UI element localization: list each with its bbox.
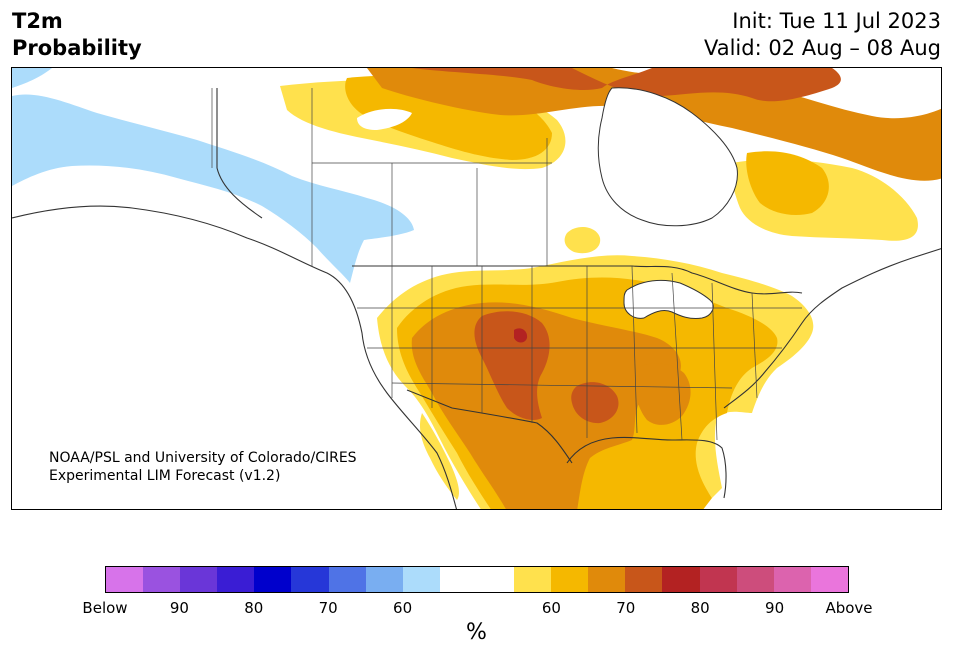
valid-date: Valid: 02 Aug – 08 Aug [703,36,941,60]
colorbar-tick-label: 90 [169,599,189,617]
colorbar-cell [143,567,181,592]
colorbar-cell [625,567,663,592]
above-normal-65-quebec [746,151,829,215]
colorbar-cell [328,567,366,592]
probability-colorbar [105,566,849,593]
colorbar-cell [551,567,589,592]
colorbar-tick-label: Below [82,599,128,617]
above-normal-70-southeast [635,363,691,425]
colorbar-tick-label: 80 [690,599,710,617]
title-line-2: Probability [12,36,142,60]
colorbar-tick-label: 60 [541,599,561,617]
init-date: Init: Tue 11 Jul 2023 [732,9,941,33]
colorbar-cell [736,567,774,592]
hudson-bay [597,87,738,227]
credit-text: NOAA/PSL and University of Colorado/CIRE… [49,449,357,485]
colorbar-tick-label: 70 [318,599,338,617]
colorbar-cell [180,567,218,592]
great-lakes [623,279,714,319]
alaska-border [216,88,263,219]
colorbar-cell [365,567,403,592]
above-normal-60-dakota-spot [564,226,601,254]
colorbar-cell [254,567,292,592]
colorbar-cell [588,567,626,592]
atlantic-coast [723,248,941,409]
colorbar-cell [106,567,144,592]
credit-line-1: NOAA/PSL and University of Colorado/CIRE… [49,450,357,466]
colorbar-cell [217,567,255,592]
map-title: T2m Probability [12,8,142,62]
above-normal-70-conus [411,302,681,509]
colorbar-tick-label: 70 [616,599,636,617]
gulf-coast [566,436,727,499]
colorbar-tick-label: 90 [765,599,785,617]
arctic-inlet [357,108,412,130]
above-normal-75-texas [571,382,619,424]
colorbar-cell [402,567,440,592]
colorbar-cell [476,567,515,592]
above-normal-75-rockies [474,311,550,420]
us-canada-border [352,265,803,295]
below-normal-region-arctic [12,68,52,88]
colorbar-tick-label: Above [825,599,873,617]
below-normal-region-alaska [12,94,414,283]
map-canvas [12,68,941,509]
state-borders [211,88,802,441]
colorbar-cell [514,567,552,592]
colorbar-tick-label: 60 [393,599,413,617]
above-normal-60-baja [419,413,460,500]
above-normal-75-arctic [412,68,841,102]
colorbar-tick-label: 80 [244,599,264,617]
forecast-dates: Init: Tue 11 Jul 2023 Valid: 02 Aug – 08… [704,8,941,62]
colorbar-cell [810,567,848,592]
colorbar-tick-labels: Below 90 80 70 60 60 70 80 90 Above [82,599,872,619]
colorbar-cell [773,567,811,592]
forecast-map: NOAA/PSL and University of Colorado/CIRE… [11,67,942,510]
credit-line-2: Experimental LIM Forecast (v1.2) [49,468,281,484]
colorbar-cell [291,567,329,592]
colorbar-cell [439,567,477,592]
above-normal-80-colorado [514,328,528,343]
us-mexico-border [406,389,573,464]
country-borders [12,88,941,509]
pacific-coast [12,205,458,509]
colorbar-cell [662,567,700,592]
colorbar-unit: % [466,620,487,645]
colorbar-cell [699,567,737,592]
title-line-1: T2m [12,9,63,33]
